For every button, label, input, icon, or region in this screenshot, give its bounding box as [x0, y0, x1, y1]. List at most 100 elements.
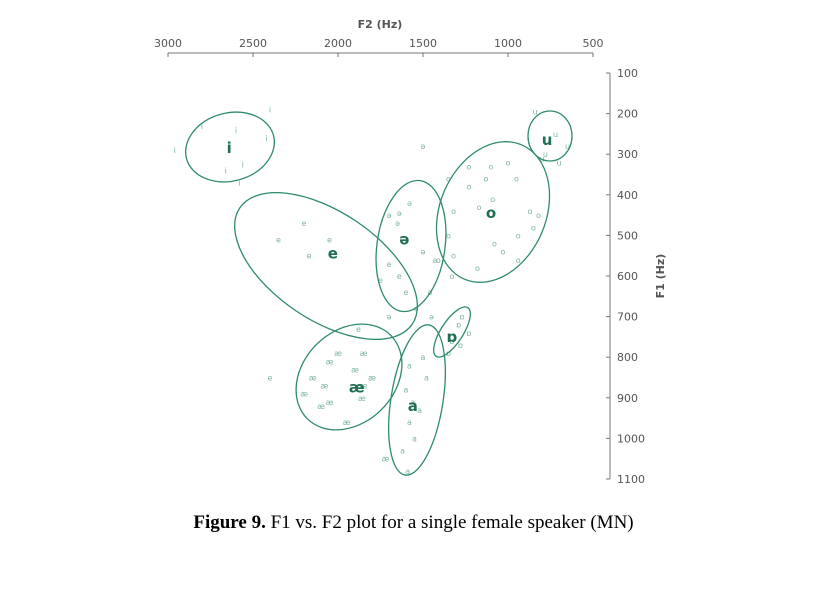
x-tick-label: 500	[583, 37, 604, 50]
token-open-o: ɒ	[466, 329, 471, 338]
token-open-o: ɒ	[449, 337, 454, 346]
token-schwa: ə	[421, 248, 426, 257]
token-ae: æ	[351, 365, 359, 374]
token-a: a	[407, 361, 412, 370]
token-o: o	[490, 195, 495, 204]
token-o: o	[536, 211, 541, 220]
token-o: o	[489, 162, 494, 171]
x-tick-label: 1500	[409, 37, 437, 50]
x-tick-label: 2500	[239, 37, 267, 50]
token-e: e	[276, 235, 281, 244]
token-o: o	[506, 158, 511, 167]
token-a: a	[421, 353, 426, 362]
token-o: o	[446, 175, 451, 184]
token-o: o	[446, 231, 451, 240]
token-open-o: ɒ	[446, 349, 451, 358]
y-tick-label: 400	[617, 189, 638, 202]
token-a: a	[405, 467, 410, 476]
token-schwa: ə	[429, 313, 434, 322]
token-u: u	[553, 130, 558, 139]
token-i: i	[269, 106, 271, 115]
ellipse-e	[233, 191, 419, 341]
token-o: o	[492, 240, 497, 249]
token-o: o	[516, 231, 521, 240]
token-ae: æ	[309, 374, 317, 383]
token-i: i	[174, 146, 176, 155]
vowel-label-ae: æ	[349, 379, 365, 397]
token-a: a	[410, 398, 415, 407]
token-u: u	[533, 108, 538, 117]
x-axis: 3000 2500 2000 1500 1000 500 F2 (Hz)	[154, 18, 604, 57]
token-a: a	[424, 374, 429, 383]
token-e: e	[387, 260, 392, 269]
token-ae: æ	[360, 382, 368, 391]
token-ae: æ	[360, 349, 368, 358]
x-tick-label: 1000	[494, 37, 522, 50]
token-u: u	[565, 142, 570, 151]
ellipse-o	[435, 141, 551, 283]
y-tick-label: 500	[617, 229, 638, 242]
token-schwa: ə	[387, 211, 392, 220]
token-schwa: ə	[395, 219, 400, 228]
token-a: a	[407, 418, 412, 427]
vowel-label-a: a	[408, 397, 418, 415]
token-schwa: ə	[432, 256, 437, 265]
y-tick-label: 800	[617, 351, 638, 364]
token-schwa: ə	[421, 142, 426, 151]
token-schwa: ə	[414, 304, 419, 313]
token-o: o	[483, 175, 488, 184]
token-o: o	[500, 248, 505, 257]
token-u: u	[543, 150, 548, 159]
token-ae: æ	[334, 349, 342, 358]
token-o: o	[528, 207, 533, 216]
token-o: o	[531, 223, 536, 232]
token-open-o: ɒ	[460, 313, 465, 322]
token-o: o	[436, 256, 441, 265]
token-e: e	[327, 235, 332, 244]
token-i: i	[242, 160, 244, 169]
token-a: a	[400, 447, 405, 456]
vowel-label-open-o: ɒ	[447, 328, 458, 346]
ellipse-i	[185, 111, 275, 183]
y-tick-label: 300	[617, 148, 638, 161]
token-e: e	[268, 374, 273, 383]
token-o: o	[475, 264, 480, 273]
token-e: e	[302, 219, 307, 228]
token-o: o	[514, 175, 519, 184]
token-o: o	[451, 207, 456, 216]
token-i: i	[225, 166, 227, 175]
figure-number: Figure 9.	[193, 512, 266, 533]
token-open-o: ɒ	[456, 321, 461, 330]
token-e: e	[397, 272, 402, 281]
token-e: e	[356, 325, 361, 334]
token-ae: æ	[317, 402, 325, 411]
token-u: u	[556, 158, 561, 167]
token-i: i	[235, 126, 237, 135]
token-ae: æ	[382, 455, 390, 464]
f1-f2-chart: 3000 2500 2000 1500 1000 500 F2 (Hz) 100 200 30…	[154, 18, 667, 486]
y-tick-label: 200	[617, 108, 638, 121]
token-e: e	[307, 252, 312, 261]
token-a: a	[404, 386, 409, 395]
token-o: o	[449, 272, 454, 281]
token-ae: æ	[300, 390, 308, 399]
vowel-label-o: o	[486, 204, 496, 222]
y-tick-label: 700	[617, 311, 638, 324]
x-ticks: 3000 2500 2000 1500 1000 500	[154, 37, 604, 57]
token-ae: æ	[326, 398, 334, 407]
vowel-label-e: e	[328, 245, 338, 263]
token-o: o	[451, 252, 456, 261]
token-schwa: ə	[397, 209, 402, 218]
figure-caption: Figure 9. F1 vs. F2 plot for a single fe…	[0, 512, 827, 534]
ellipse-open-o	[433, 306, 471, 358]
y-tick-label: 1000	[617, 432, 645, 445]
y-ticks: 100 200 300 400 500 600 700 800 900 1000 1100	[606, 67, 645, 486]
y-tick-label: 600	[617, 270, 638, 283]
token-open-o: ɒ	[458, 341, 463, 350]
vowel-label-u: u	[542, 131, 553, 149]
token-i: i	[265, 134, 267, 143]
token-e: e	[404, 288, 409, 297]
x-tick-label: 2000	[324, 37, 352, 50]
